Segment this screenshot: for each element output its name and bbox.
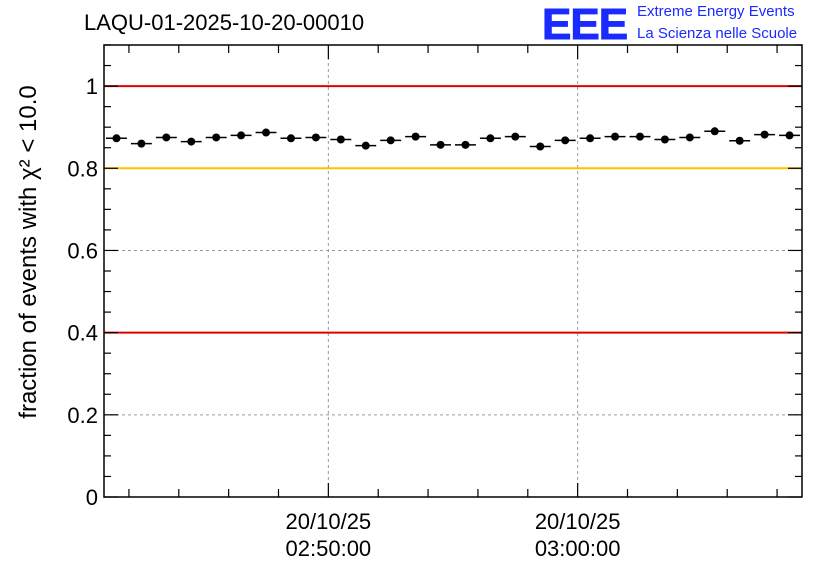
data-point [461, 140, 470, 149]
data-point [785, 131, 794, 140]
data-point [212, 133, 221, 142]
data-point [511, 132, 520, 141]
y-tick-label: 0 [86, 485, 98, 510]
y-axis-label: fraction of events with χ² < 10.0 [15, 85, 42, 418]
axes: 00.20.40.60.8120/10/2502:50:0020/10/2503… [67, 44, 802, 561]
x-tick-label-date: 20/10/25 [286, 509, 372, 534]
logo-line-2: La Scienza nelle Scuole [637, 25, 798, 42]
y-tick-label: 0.6 [67, 238, 98, 263]
eee-logo: EEE [541, 0, 628, 50]
reference-lines [104, 85, 802, 334]
data-point [536, 142, 545, 151]
y-tick-label: 1 [86, 74, 98, 99]
data-point [486, 134, 495, 143]
data-point [411, 132, 420, 141]
data-point [561, 136, 570, 145]
data-point [137, 139, 146, 148]
data-point [760, 130, 769, 139]
data-point [685, 133, 694, 142]
y-tick-label: 0.8 [67, 156, 98, 181]
x-tick-label-time: 02:50:00 [286, 536, 372, 561]
plot-frame [103, 44, 803, 498]
data-point [635, 132, 644, 141]
x-tick-label-time: 03:00:00 [535, 536, 621, 561]
data-point [162, 133, 171, 142]
data-point [187, 137, 196, 146]
logo-line-1: Extreme Energy Events [637, 3, 795, 20]
grid [104, 45, 802, 497]
plot-title: LAQU-01-2025-10-20-00010 [84, 10, 365, 35]
data-point [311, 133, 320, 142]
y-tick-label: 0.4 [67, 321, 98, 346]
data-point [611, 132, 620, 141]
data-point [586, 134, 595, 143]
data-points [106, 127, 800, 151]
data-point [262, 128, 271, 137]
data-point [660, 135, 669, 144]
data-point [361, 141, 370, 150]
data-point [436, 140, 445, 149]
data-point [112, 134, 121, 143]
y-tick-label: 0.2 [67, 403, 98, 428]
data-point [710, 127, 719, 136]
data-point [386, 136, 395, 145]
data-point [336, 135, 345, 144]
x-tick-label-date: 20/10/25 [535, 509, 621, 534]
data-point [286, 134, 295, 143]
data-point [237, 131, 246, 140]
data-point [735, 136, 744, 145]
